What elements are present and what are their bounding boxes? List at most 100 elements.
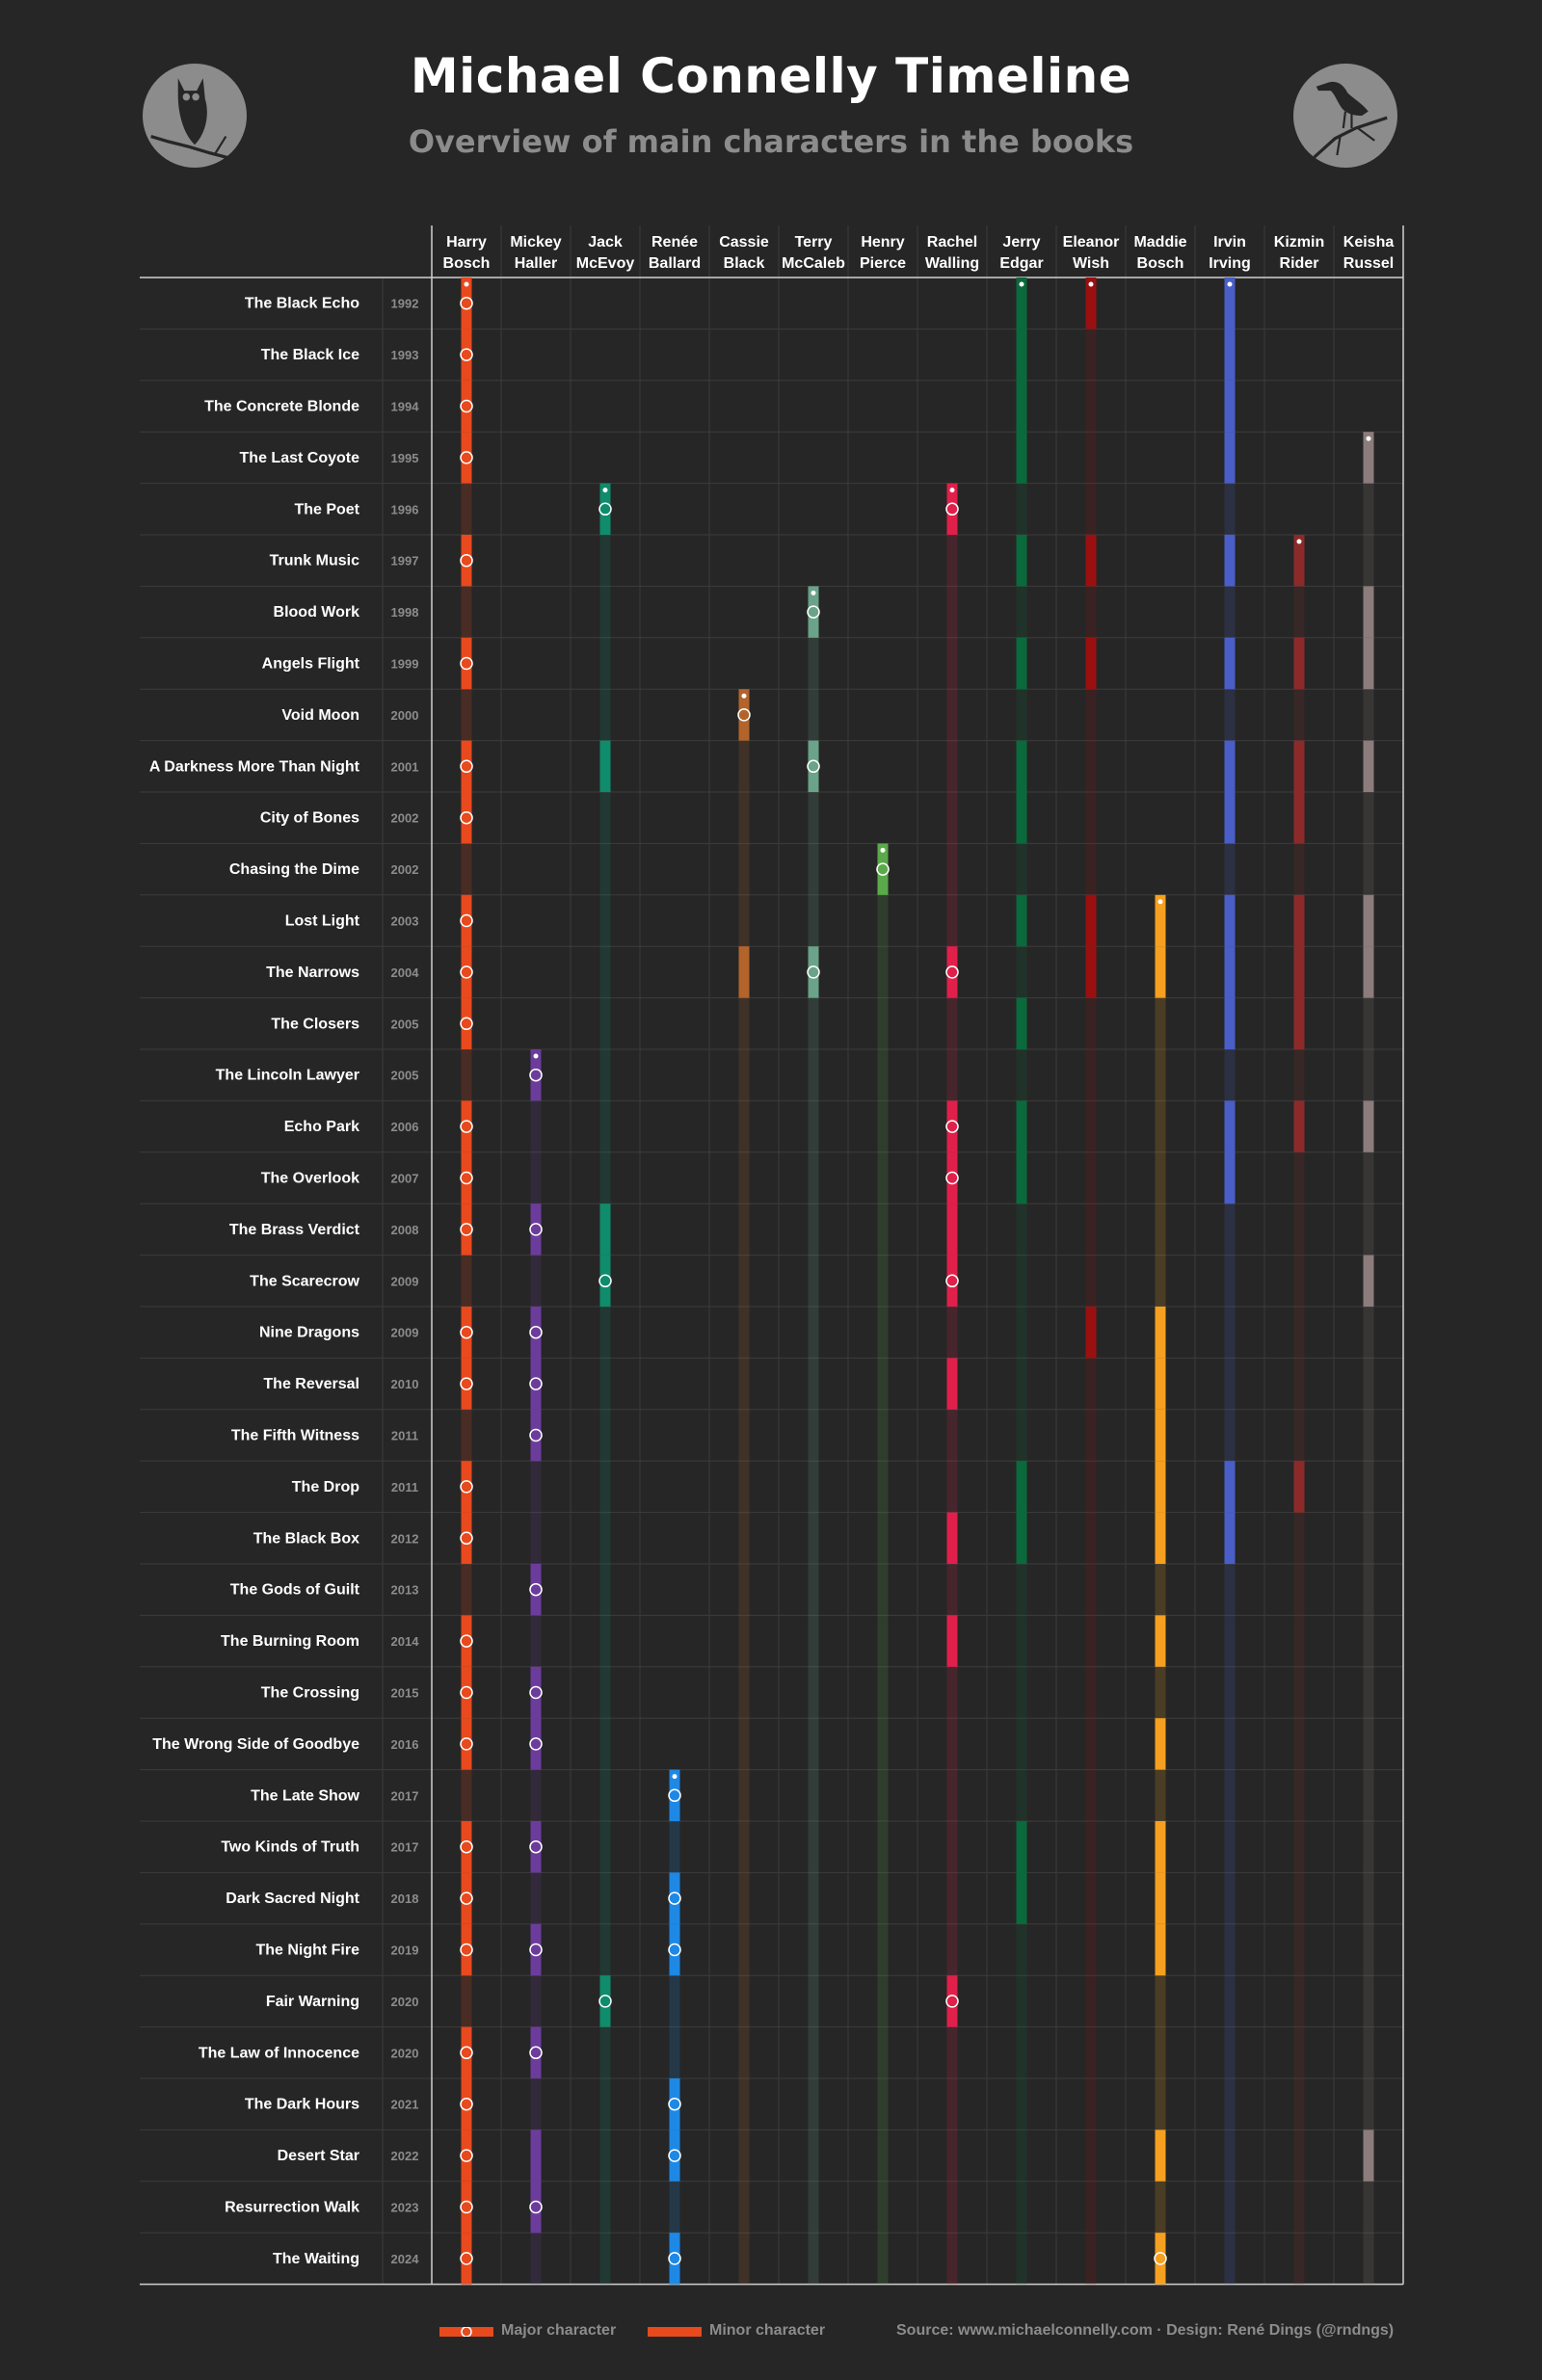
book-title: Blood Work (274, 604, 360, 621)
character-track (669, 1769, 680, 2285)
major-marker (668, 1788, 681, 1803)
major-marker (460, 1017, 473, 1031)
book-title: Fair Warning (266, 1994, 359, 2010)
book-title: The Fifth Witness (231, 1428, 359, 1444)
column-header-line: Renée (651, 234, 698, 251)
book-year: 2010 (391, 1377, 419, 1391)
appearance-bar (946, 1512, 958, 1564)
major-marker (668, 1943, 681, 1957)
appearance-bar (1155, 2129, 1166, 2182)
book-year: 2012 (391, 1531, 419, 1546)
column-header: Jerry Edgar (999, 234, 1043, 272)
column-header: Renée Ballard (649, 234, 701, 272)
first-appearance-dot (741, 693, 747, 699)
column-header-line: Kizmin (1274, 234, 1324, 251)
labels: Harry Bosch Mickey Haller Jack McEvoy Renée Bal… (149, 234, 1394, 2267)
major-marker (460, 2200, 473, 2214)
book-title: Trunk Music (270, 553, 359, 569)
first-appearance-dot (1088, 281, 1094, 287)
column-header-line: Mickey (510, 234, 561, 251)
appearance-bar (946, 1358, 958, 1410)
appearance-bar (1224, 740, 1236, 792)
appearance-bar (1016, 1461, 1027, 1513)
column-header-line: Walling (925, 255, 979, 272)
major-marker (668, 2252, 681, 2265)
column-header-line: Jerry (1002, 234, 1040, 251)
column-header-line: Henry (861, 234, 904, 251)
appearance-bar (946, 1203, 958, 1256)
appearance-bar (1224, 1512, 1236, 1564)
book-year: 2023 (391, 2201, 419, 2215)
column-header: Irvin Irving (1209, 234, 1251, 272)
major-marker (529, 1068, 543, 1082)
appearance-bar (1293, 535, 1305, 587)
footer: Major character Minor character Source: … (0, 2317, 1542, 2346)
major-marker (460, 1325, 473, 1339)
appearance-bar (1224, 1151, 1236, 1204)
appearance-bar (1016, 792, 1027, 844)
appearance-bar (1293, 946, 1305, 998)
appearance-bar (1016, 894, 1027, 947)
character-track (1224, 278, 1236, 2285)
column-header: Maddie Bosch (1133, 234, 1186, 272)
book-title: The Scarecrow (250, 1273, 359, 1289)
column-header-line: Jack (588, 234, 623, 251)
book-title: The Burning Room (221, 1633, 359, 1650)
major-marker (460, 1839, 473, 1854)
appearance-bar (1016, 1512, 1027, 1564)
appearance-bar (1016, 380, 1027, 433)
appearance-bar (1363, 894, 1374, 947)
grid (140, 225, 1404, 2286)
appearance-bar (1293, 792, 1305, 844)
book-title: The Dark Hours (245, 2097, 359, 2113)
appearance-bar (1224, 946, 1236, 998)
column-header-line: Black (724, 255, 765, 272)
major-marker (460, 965, 473, 979)
book-title: Dark Sacred Night (226, 1891, 359, 1907)
book-year: 2005 (391, 1069, 419, 1083)
major-marker (529, 1428, 543, 1442)
appearance-bar (1016, 278, 1027, 330)
major-marker (529, 2046, 543, 2060)
column-header-line: Harry (446, 234, 487, 251)
character-track (1155, 894, 1166, 2285)
appearance-bar (599, 1203, 611, 1256)
legend-major-label: Major character (501, 2322, 617, 2339)
book-year: 2011 (391, 1480, 418, 1494)
column-header-line: Bosch (1137, 255, 1184, 272)
appearance-bar (1155, 1409, 1166, 1462)
column-header: Kizmin Rider (1274, 234, 1324, 272)
major-marker (460, 810, 473, 825)
book-title: The Overlook (261, 1171, 359, 1187)
book-title: The Wrong Side of Goodbye (152, 1736, 359, 1753)
major-marker (460, 1737, 473, 1751)
appearance-bar (1224, 894, 1236, 947)
major-marker (945, 1995, 959, 2008)
major-marker (668, 2097, 681, 2111)
column-header: Rachel Walling (925, 234, 979, 272)
appearance-bar (1155, 1923, 1166, 1976)
book-year: 2015 (391, 1686, 419, 1701)
character-track (1085, 278, 1097, 2285)
major-marker (945, 502, 959, 516)
book-title: The Law of Innocence (199, 2045, 359, 2061)
major-marker (460, 1120, 473, 1133)
book-title: The Black Ice (261, 347, 359, 363)
appearance-bar (1293, 1100, 1305, 1152)
first-appearance-dot (811, 590, 816, 595)
major-marker (807, 605, 820, 619)
major-marker (460, 1891, 473, 1905)
appearance-bar (1224, 380, 1236, 433)
appearance-bar (1293, 637, 1305, 690)
column-header: Harry Bosch (443, 234, 491, 272)
major-marker (460, 2149, 473, 2162)
owl-icon (143, 64, 247, 168)
appearance-bar (1155, 1872, 1166, 1924)
first-appearance-dot (1366, 436, 1371, 441)
first-appearance-dot (1019, 281, 1024, 287)
book-year: 2000 (391, 708, 419, 723)
appearance-bar (530, 2129, 542, 2182)
major-marker (598, 1274, 612, 1288)
appearance-bar (1155, 1718, 1166, 1770)
major-marker (529, 1839, 543, 1854)
